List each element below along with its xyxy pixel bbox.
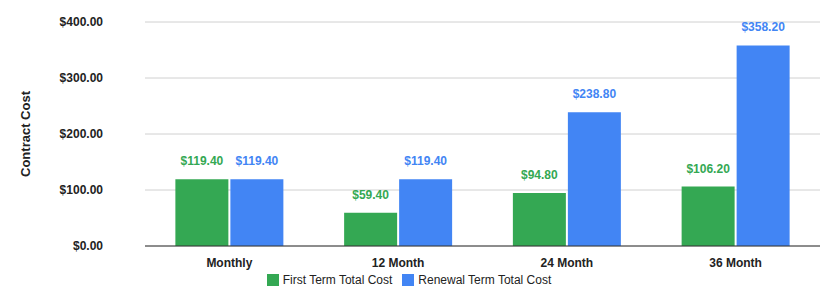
svg-text:24 Month: 24 Month	[541, 256, 594, 270]
svg-text:Contract Cost: Contract Cost	[18, 90, 33, 177]
svg-text:$59.40: $59.40	[352, 188, 389, 202]
svg-text:$100.00: $100.00	[60, 183, 104, 197]
html-text:First Term Total Cost: First Term Total Cost	[282, 273, 393, 287]
html-text:Renewal Term Total Cost: Renewal Term Total Cost	[418, 273, 552, 287]
svg-text:$119.40: $119.40	[236, 154, 279, 168]
svg-text:$94.80: $94.80	[521, 168, 558, 182]
svg-text:$200.00: $200.00	[60, 127, 104, 141]
svg-text:$119.40: $119.40	[181, 154, 224, 168]
svg-text:$119.40: $119.40	[404, 154, 447, 168]
svg-text:$358.20: $358.20	[741, 20, 785, 34]
svg-text:Monthly: Monthly	[206, 256, 252, 270]
svg-text:$0.00: $0.00	[73, 239, 103, 253]
svg-text:$300.00: $300.00	[60, 71, 104, 85]
svg-text:36 Month: 36 Month	[709, 256, 762, 270]
svg-text:12 Month: 12 Month	[372, 256, 425, 270]
svg-text:$238.80: $238.80	[573, 87, 617, 101]
svg-text:$106.20: $106.20	[686, 162, 730, 176]
svg-text:$400.00: $400.00	[60, 15, 104, 29]
